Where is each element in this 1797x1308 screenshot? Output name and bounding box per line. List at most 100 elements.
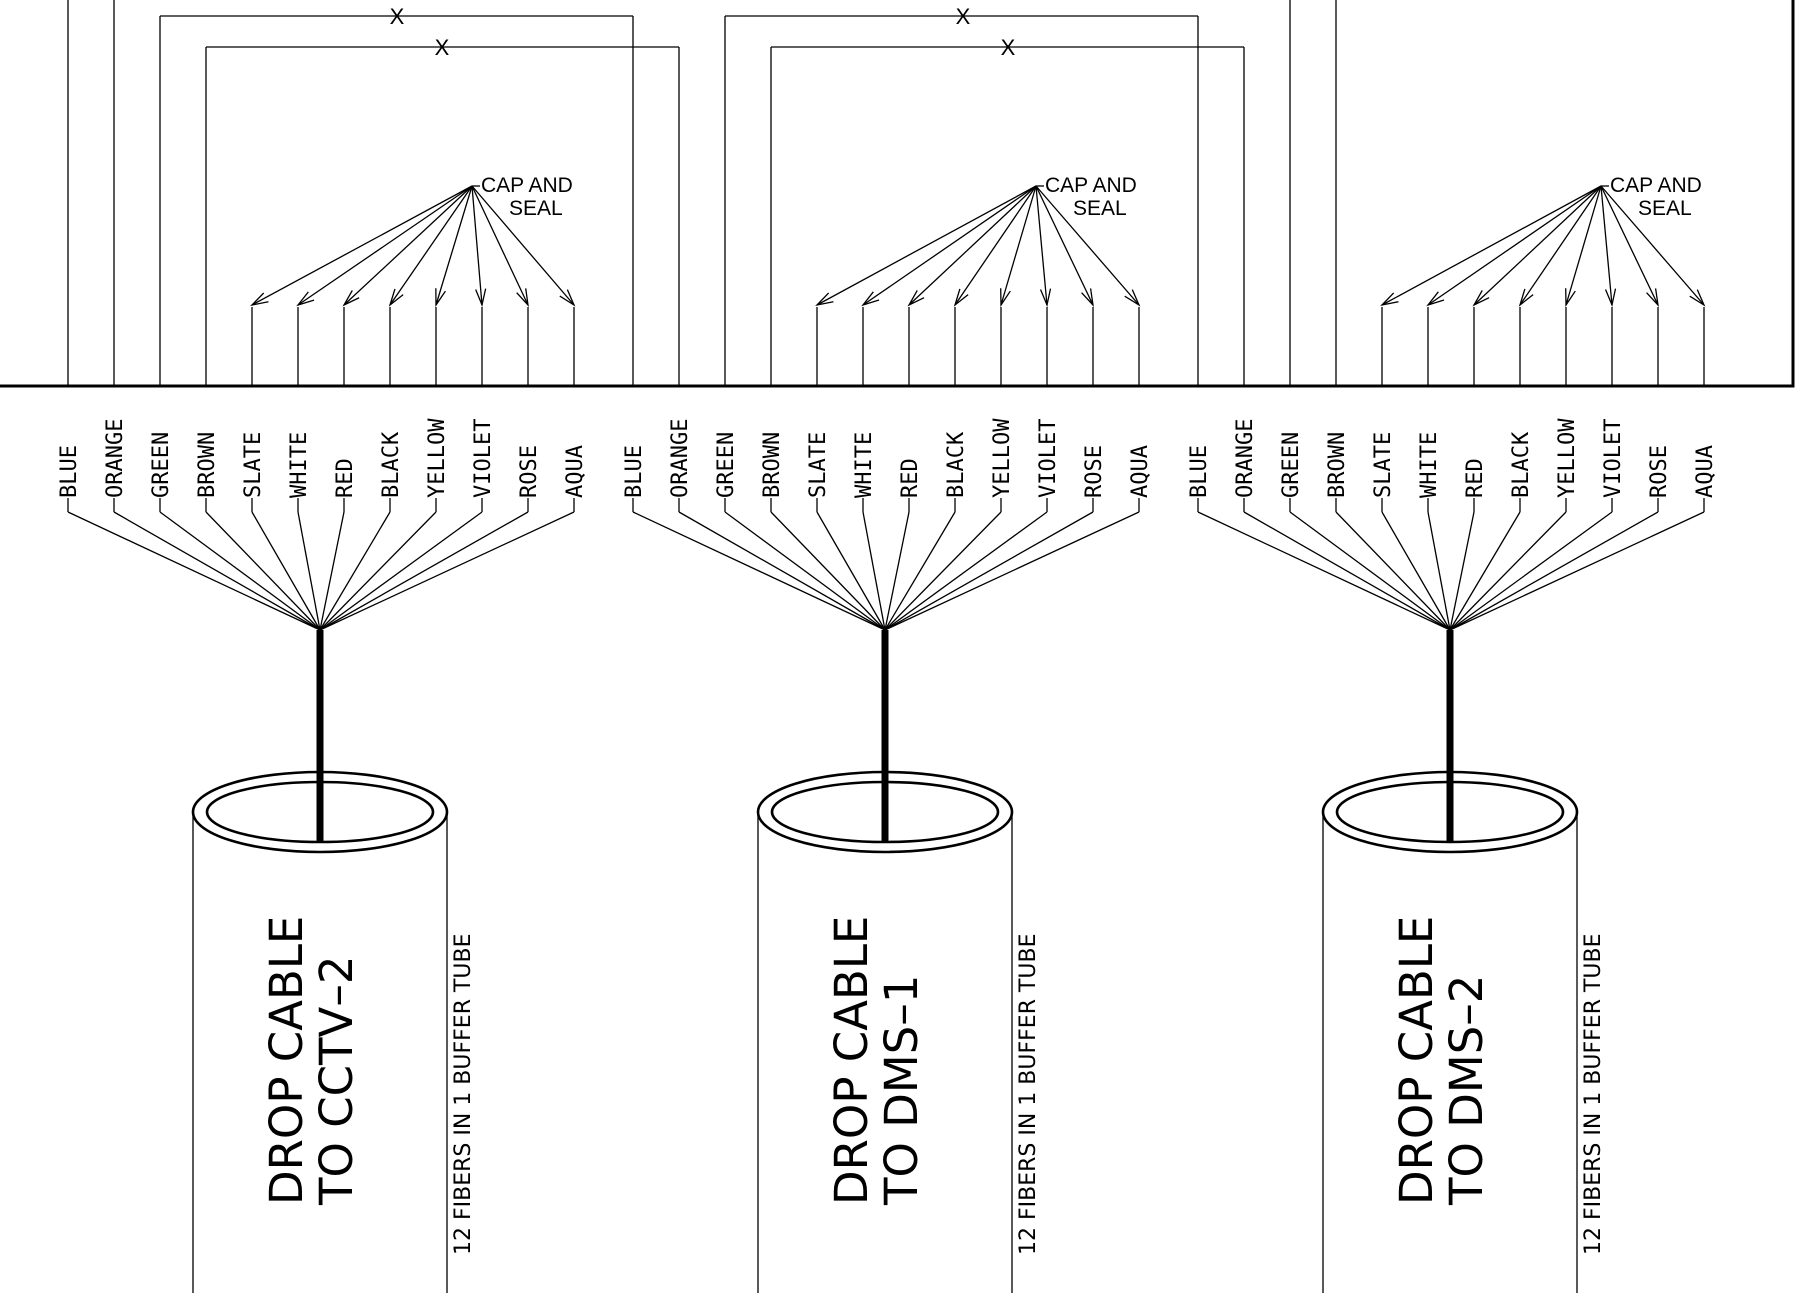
fiber-label-red: RED [333, 458, 358, 498]
fiber-label-yellow: YELLOW [425, 418, 450, 498]
cap-arrow-aqua [559, 289, 576, 307]
cap-arrow-rose [516, 288, 529, 307]
fan-line-orange [113, 511, 321, 631]
fan-line-black [1449, 511, 1521, 631]
cap-arrow-violet [1604, 288, 1617, 308]
fiber-label-blue: BLUE [57, 445, 82, 498]
fiber-labels: BLUE ORANGE GREEN BROWN SLATE WHITE RED BLACK YE… [57, 4, 1718, 1255]
cap-arrow-rose [1081, 288, 1094, 307]
fiber-label-blue: BLUE [622, 445, 647, 498]
cap-leader-yellow [1000, 185, 1037, 306]
fiber-label-red: RED [898, 458, 923, 498]
fiber-label-orange: ORANGE [668, 419, 693, 498]
fiber-label-slate: SLATE [1371, 432, 1396, 498]
fan-line-green [159, 511, 321, 631]
cap-leader-violet [471, 185, 483, 306]
cap-arrow-red [342, 290, 360, 307]
cap-and-seal-label: SEAL [1638, 197, 1692, 220]
cap-leader-white [862, 185, 1037, 306]
cap-and-seal-label: CAP AND [481, 174, 573, 197]
fiber-label-red: RED [1463, 458, 1488, 498]
cap-arrow-white [1426, 291, 1445, 307]
fan-line-rose [319, 511, 529, 631]
fiber-label-aqua: AQUA [1128, 445, 1153, 498]
fiber-count-note: 12 FIBERS IN 1 BUFFER TUBE [1016, 933, 1041, 1255]
fiber-label-slate: SLATE [241, 432, 266, 498]
cable-name-line1: DROP CABLE [1390, 916, 1443, 1205]
cable-name-line2: TO CCTV–2 [310, 956, 363, 1206]
cap-and-seal-label: SEAL [509, 197, 563, 220]
fiber-label-white: WHITE [852, 432, 877, 498]
cap-arrow-black [953, 288, 969, 307]
cap-leader-violet [1035, 185, 1048, 306]
cap-leader-white [297, 185, 473, 306]
cap-arrow-slate [815, 292, 834, 307]
cable-tube-inner [205, 780, 435, 844]
fan-line-yellow [1449, 511, 1567, 631]
cap-leader-rose [1600, 185, 1659, 306]
splice-cross-mark: X [1001, 35, 1016, 60]
fiber-label-brown: BROWN [760, 432, 785, 498]
fan-line-green [1289, 511, 1451, 631]
splice-cross-mark: X [956, 4, 971, 29]
fan-line-slate [251, 511, 321, 631]
fan-line-rose [1449, 511, 1659, 631]
fiber-label-green: GREEN [714, 432, 739, 498]
cap-leader-black [1519, 185, 1602, 306]
fiber-label-yellow: YELLOW [1555, 418, 1580, 498]
cap-arrow-slate [1380, 292, 1399, 307]
cap-leader-black [954, 185, 1037, 306]
fan-line-white [297, 511, 321, 631]
cap-arrow-black [388, 288, 404, 307]
fan-line-white [862, 511, 886, 631]
fan-line-aqua [319, 511, 575, 631]
fiber-count-note: 12 FIBERS IN 1 BUFFER TUBE [1581, 933, 1606, 1255]
cap-arrow-yellow [1000, 288, 1011, 308]
fan-line-violet [1449, 511, 1613, 631]
cap-leader-white [1427, 185, 1602, 306]
fan-line-black [884, 511, 956, 631]
fiber-label-rose: ROSE [1647, 445, 1672, 498]
cap-and-seal-label: CAP AND [1045, 174, 1137, 197]
cap-leader-aqua [471, 185, 575, 306]
cap-arrow-slate [250, 292, 269, 307]
fan-line-orange [1243, 511, 1451, 631]
fiber-count-note: 12 FIBERS IN 1 BUFFER TUBE [451, 933, 476, 1255]
cap-leader-red [908, 185, 1037, 306]
cap-leader-black [389, 185, 473, 306]
fiber-label-aqua: AQUA [1693, 445, 1718, 498]
fan-line-aqua [1449, 511, 1705, 631]
fiber-label-blue: BLUE [1187, 445, 1212, 498]
splice-cross-mark: X [390, 4, 405, 29]
fiber-label-violet: VIOLET [1601, 419, 1626, 498]
fan-line-blue [67, 511, 321, 631]
fiber-label-brown: BROWN [195, 432, 220, 498]
fan-line-red [884, 511, 910, 631]
fiber-label-brown: BROWN [1325, 432, 1350, 498]
fiber-label-black: BLACK [379, 431, 404, 498]
cap-leader-aqua [1600, 185, 1705, 306]
cap-arrow-yellow [1565, 288, 1576, 308]
cap-arrow-black [1518, 288, 1534, 307]
cap-arrow-white [296, 291, 315, 307]
fan-line-violet [319, 511, 483, 631]
cap-arrow-red [1472, 290, 1490, 307]
fan-line-black [319, 511, 391, 631]
cable-tube-inner [1335, 780, 1565, 844]
cap-arrow-rose [1646, 288, 1659, 307]
drop-cables [191, 630, 1579, 1293]
fan-line-rose [884, 511, 1094, 631]
fiber-label-rose: ROSE [517, 445, 542, 498]
fiber-label-aqua: AQUA [563, 445, 588, 498]
cap-leader-rose [471, 185, 529, 306]
fiber-label-rose: ROSE [1082, 445, 1107, 498]
fiber-label-yellow: YELLOW [990, 418, 1015, 498]
cap-arrow-aqua [1689, 289, 1706, 307]
fiber-label-green: GREEN [149, 432, 174, 498]
cap-arrow-violet [1039, 288, 1052, 308]
fiber-label-orange: ORANGE [103, 419, 128, 498]
fan-line-violet [884, 511, 1048, 631]
cap-arrow-violet [475, 288, 487, 308]
cap-leader-aqua [1035, 185, 1140, 306]
